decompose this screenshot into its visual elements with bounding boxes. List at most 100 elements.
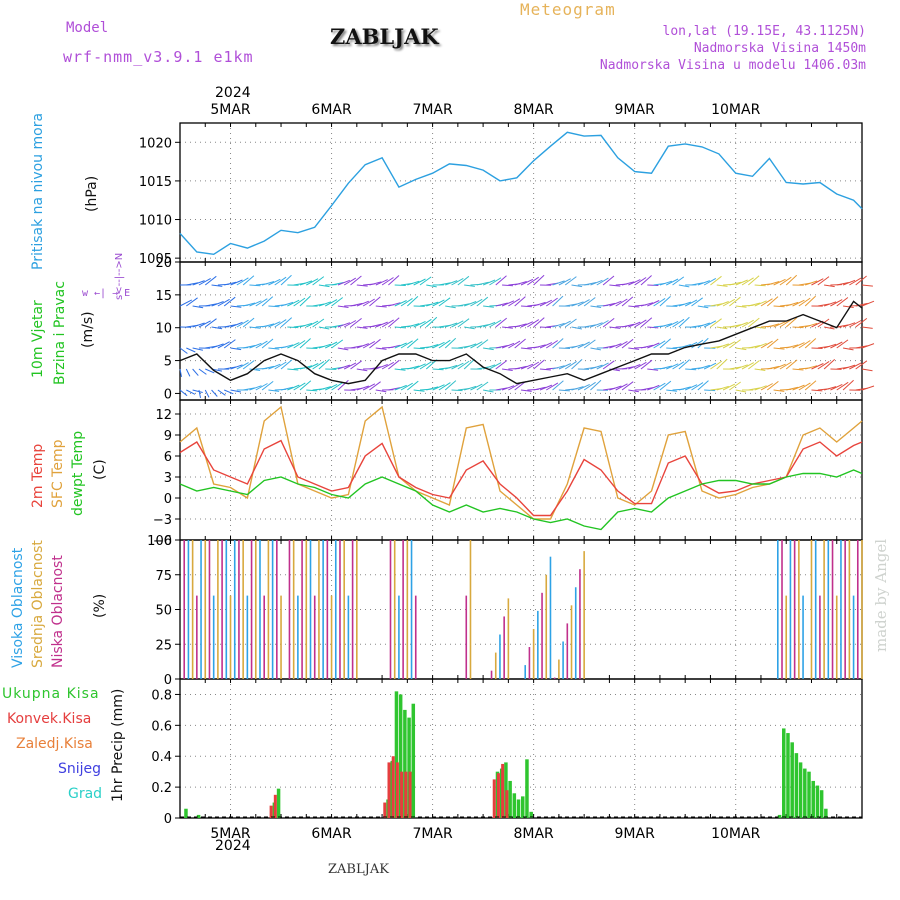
wind-barb: [836, 381, 849, 391]
wind-barb: [514, 296, 526, 307]
wind-barb: [602, 275, 615, 286]
wind-barb: [773, 347, 785, 350]
wind-barb: [552, 295, 564, 307]
wind-barb: [590, 364, 603, 370]
y-tick-label: 20: [155, 256, 172, 271]
y-tick-label: −3: [153, 513, 172, 528]
precip-conv-bar: [505, 790, 509, 818]
wind-barb: [621, 296, 634, 307]
precip-total-bar: [786, 733, 790, 818]
wind-barb: [805, 322, 818, 328]
wind-barb: [476, 381, 489, 391]
wind-barb: [318, 284, 330, 288]
wind-barb: [217, 298, 230, 307]
wind-barb: [312, 360, 325, 370]
wind-barb: [463, 301, 477, 307]
wind-barb: [735, 305, 747, 308]
wind-barb: [533, 386, 546, 391]
wind-barb: [640, 359, 653, 370]
precip-total-bar: [521, 796, 525, 818]
wind-barb: [470, 383, 483, 391]
wind-barb: [672, 276, 685, 286]
wind-barb: [268, 321, 281, 328]
wind-barb: [432, 384, 445, 391]
y-tick-label: 1010: [139, 214, 172, 229]
wind-barb: [426, 284, 437, 288]
wind-barb: [451, 320, 464, 328]
wind-barb: [381, 361, 395, 370]
wind-barb: [735, 279, 748, 286]
wind-barb: [388, 275, 400, 286]
wind-barb: [539, 384, 553, 391]
wind-barb: [407, 338, 419, 349]
wind-barb: [242, 360, 255, 370]
wind-barb: [306, 278, 319, 286]
wind-barb: [596, 277, 609, 286]
precip-total-bar: [394, 691, 399, 818]
wind-barb: [318, 386, 332, 391]
wind-barb: [261, 365, 275, 370]
wind-barb: [811, 347, 823, 349]
precip-total-bar: [276, 788, 281, 818]
wind-barb: [198, 320, 211, 328]
model-name: wrf-nmm_v3.9.1 e1km: [63, 48, 254, 66]
wind-barb: [545, 297, 558, 307]
wind-barb: [533, 274, 545, 286]
wind-barb: [520, 305, 533, 308]
precip-legend-total: Ukupna Kisa: [2, 686, 100, 702]
wind-barb: [438, 339, 451, 349]
footer-station: ZABLJAK: [328, 862, 389, 877]
precip-conv-bar: [501, 763, 505, 818]
wind-barb: [242, 317, 255, 328]
wind-barb: [583, 381, 596, 391]
wind-barb: [615, 340, 628, 349]
precip-total-bar: [398, 694, 403, 818]
wind-barb: [223, 296, 236, 307]
wind-barb: [274, 276, 287, 286]
wind-barb: [318, 359, 330, 370]
wind-barb: [861, 300, 875, 307]
wind-barb: [798, 297, 811, 307]
wind-barb: [533, 359, 545, 370]
wind-barb: [356, 368, 368, 372]
wind-barb: [716, 358, 728, 370]
y-tick-label: 0: [164, 387, 172, 402]
wind-barb: [230, 305, 242, 308]
wind-barb: [482, 279, 496, 286]
precip-conv-bar: [408, 771, 412, 818]
model-elevation-label: Nadmorska Visina u modelu 1406.03m: [599, 58, 866, 73]
wind-barb: [356, 385, 369, 391]
wind-barb: [356, 284, 368, 287]
wind-barb: [464, 284, 475, 287]
wind-barb: [634, 319, 647, 328]
wind-barb: [223, 339, 236, 349]
wind-barb: [861, 343, 875, 349]
wind-barb: [432, 341, 445, 349]
wind-barb: [741, 319, 754, 328]
wind-barb: [766, 381, 779, 391]
wind-barb: [691, 297, 703, 307]
wind-barb: [577, 299, 590, 307]
wind-barb: [577, 341, 590, 349]
wind-barb: [602, 302, 616, 307]
wind-barb: [495, 360, 508, 370]
wind-barb: [640, 344, 654, 349]
wind-barb: [375, 347, 387, 350]
wind-barb: [445, 364, 458, 370]
wind-barb: [792, 299, 805, 307]
wind-barb: [666, 389, 678, 392]
wind-barb: [236, 319, 249, 328]
wind-barb: [792, 342, 805, 349]
wind-barb: [684, 384, 698, 391]
meteogram-label: Meteogram: [520, 0, 616, 19]
wind-barb: [179, 368, 182, 377]
wind-barb: [811, 389, 823, 392]
wind-barb: [703, 362, 717, 370]
wind-barb: [590, 322, 603, 328]
wind-barb: [514, 338, 526, 349]
wind-barb: [729, 339, 741, 349]
wind-barb: [445, 305, 456, 309]
precip-total-bar: [798, 762, 803, 818]
y-tick-label: 12: [155, 408, 172, 423]
model-label: Model: [66, 20, 109, 36]
